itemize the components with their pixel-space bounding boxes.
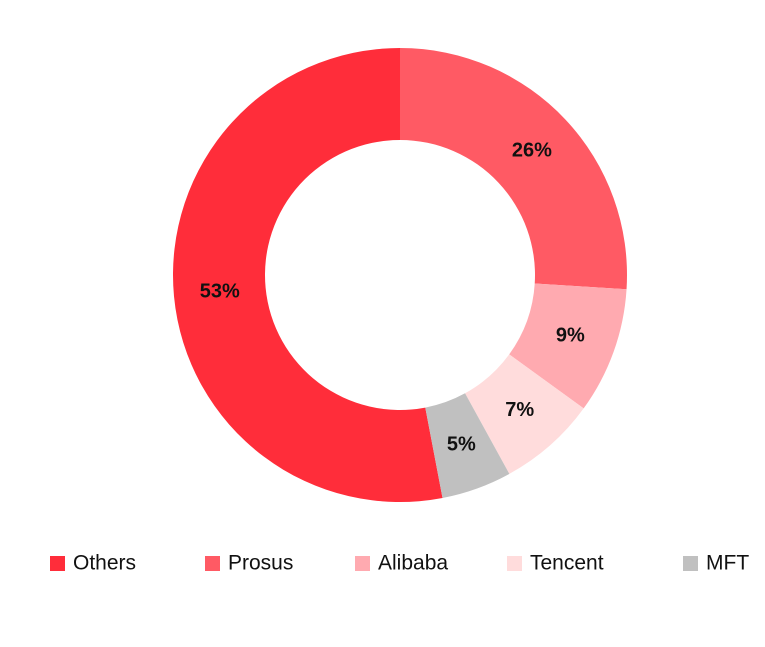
value-label: 9%	[556, 325, 585, 347]
legend-label: Alibaba	[378, 552, 448, 575]
donut-slice	[400, 48, 627, 290]
legend-label: MFT	[706, 552, 749, 575]
legend-swatch	[683, 556, 698, 571]
legend-label: Others	[73, 552, 136, 575]
legend-swatch	[50, 556, 65, 571]
legend-label: Tencent	[530, 552, 604, 575]
donut-slice	[172, 48, 443, 502]
legend-swatch	[507, 556, 522, 571]
donut-slice	[425, 393, 510, 498]
legend-swatch	[355, 556, 370, 571]
donut-slice	[465, 354, 584, 474]
donut-slice	[509, 283, 627, 409]
value-label: 7%	[505, 399, 534, 421]
value-label: 53%	[200, 280, 240, 302]
legend-swatch	[205, 556, 220, 571]
value-label: 26%	[512, 139, 552, 161]
legend-label: Prosus	[228, 552, 293, 575]
value-label: 5%	[447, 434, 476, 456]
